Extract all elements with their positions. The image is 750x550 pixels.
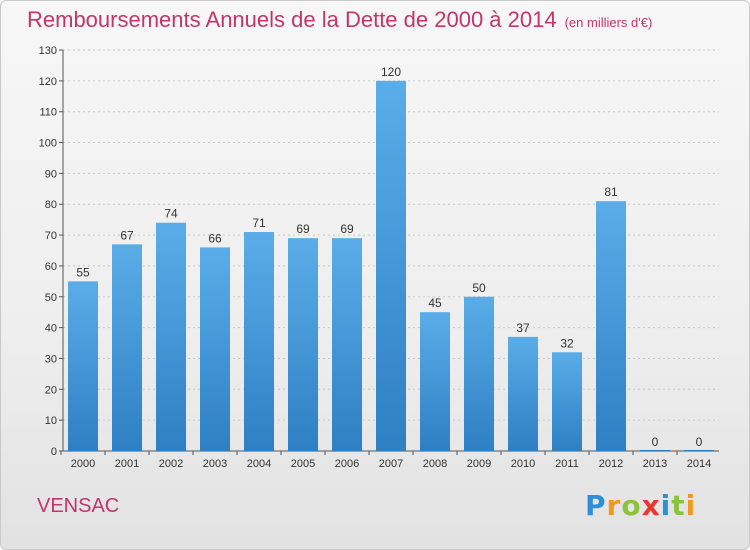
value-label-2010: 37 xyxy=(516,321,530,335)
proxiti-logo: Proxiti xyxy=(585,489,696,522)
bar-2000 xyxy=(68,281,98,451)
y-tick-label: 120 xyxy=(39,76,57,88)
value-label-2006: 69 xyxy=(340,222,354,236)
bar-2001 xyxy=(112,244,142,451)
value-label-2007: 120 xyxy=(381,65,401,79)
logo-letter: r xyxy=(606,489,622,522)
x-tick-label-2014: 2014 xyxy=(687,458,711,470)
logo-letter: o xyxy=(621,489,642,522)
y-tick-label: 130 xyxy=(39,45,57,57)
bar-2009 xyxy=(464,296,494,451)
y-tick-label: 110 xyxy=(39,107,57,119)
value-label-2003: 66 xyxy=(208,231,222,245)
x-tick-label-2002: 2002 xyxy=(159,458,183,470)
logo-letter: t xyxy=(671,489,686,522)
x-tick-label-2007: 2007 xyxy=(379,458,403,470)
x-tick-label-2011: 2011 xyxy=(555,458,579,470)
x-tick-label-2010: 2010 xyxy=(511,458,535,470)
commune-name: VENSAC xyxy=(37,495,120,517)
y-tick-label: 90 xyxy=(45,168,57,180)
chart-title-text: Remboursements Annuels de la Dette de 20… xyxy=(27,7,557,32)
chart-unit: (en milliers d'€) xyxy=(564,15,653,30)
logo-letter: i xyxy=(685,489,697,522)
y-tick-label: 10 xyxy=(45,415,57,427)
x-tick-label-2012: 2012 xyxy=(599,458,623,470)
value-label-2001: 67 xyxy=(120,228,134,242)
x-tick-label-2004: 2004 xyxy=(247,458,271,470)
y-tick-label: 0 xyxy=(51,446,57,458)
value-label-2005: 69 xyxy=(296,222,310,236)
x-tick-label-2001: 2001 xyxy=(115,458,139,470)
bar-2007 xyxy=(376,80,406,451)
x-tick-label-2008: 2008 xyxy=(423,458,447,470)
value-label-2002: 74 xyxy=(164,207,178,221)
x-tick-label-2013: 2013 xyxy=(643,458,667,470)
value-label-2012: 81 xyxy=(604,185,618,199)
x-tick-label-2003: 2003 xyxy=(203,458,227,470)
bar-2002 xyxy=(156,222,186,451)
value-label-2004: 71 xyxy=(252,216,266,230)
bar-2012 xyxy=(596,201,626,451)
bars xyxy=(68,80,714,451)
y-tick-label: 100 xyxy=(39,138,57,150)
bar-2008 xyxy=(420,312,450,451)
bar-2010 xyxy=(508,336,538,451)
bar-2006 xyxy=(332,238,362,451)
bar-2003 xyxy=(200,247,230,451)
chart-title: Remboursements Annuels de la Dette de 20… xyxy=(27,7,652,33)
value-label-2008: 45 xyxy=(428,296,442,310)
value-label-2009: 50 xyxy=(472,281,486,295)
value-label-2000: 55 xyxy=(76,265,90,279)
x-tick-label-2006: 2006 xyxy=(335,458,359,470)
y-tick-label: 70 xyxy=(45,230,57,242)
y-tick-label: 20 xyxy=(45,384,57,396)
value-label-2011: 32 xyxy=(560,336,574,350)
y-tick-label: 80 xyxy=(45,199,57,211)
logo-letter: i xyxy=(660,489,672,522)
bar-2005 xyxy=(288,238,318,451)
value-label-2014: 0 xyxy=(696,435,703,449)
bar-2004 xyxy=(244,231,274,451)
x-tick-label-2005: 2005 xyxy=(291,458,315,470)
x-tick-label-2000: 2000 xyxy=(71,458,95,470)
value-label-2013: 0 xyxy=(652,435,659,449)
y-tick-label: 60 xyxy=(45,261,57,273)
value-labels: 55 67 74 66 71 69 69 120 45 50 37 32 81 0 0 xyxy=(76,65,702,449)
y-tick-label: 40 xyxy=(45,323,57,335)
y-tick-label: 30 xyxy=(45,353,57,365)
bar-2011 xyxy=(552,352,582,451)
logo-letter: x xyxy=(641,489,661,522)
x-tick-label-2009: 2009 xyxy=(467,458,491,470)
logo-letter: P xyxy=(585,489,607,522)
y-tick-label: 50 xyxy=(45,292,57,304)
